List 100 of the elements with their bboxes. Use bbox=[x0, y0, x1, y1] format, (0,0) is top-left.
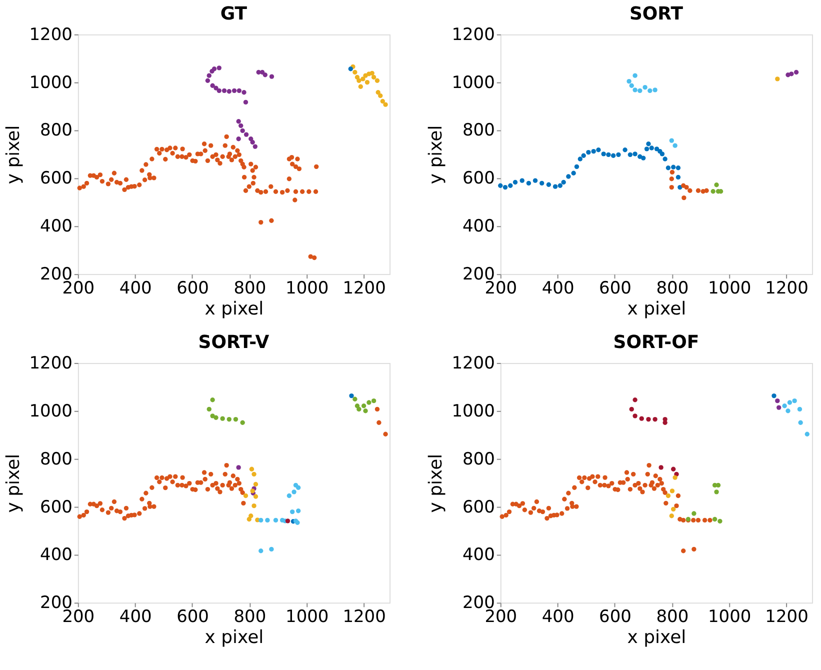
point bbox=[358, 84, 363, 89]
point bbox=[210, 398, 215, 402]
point bbox=[646, 142, 651, 146]
point bbox=[684, 184, 689, 190]
point bbox=[666, 166, 671, 170]
y-axis-title: y pixel bbox=[3, 454, 24, 513]
point bbox=[571, 170, 576, 176]
x-tick-label: 1000 bbox=[286, 278, 329, 299]
point bbox=[591, 148, 596, 154]
y-tick-label: 1200 bbox=[452, 353, 495, 374]
point bbox=[374, 78, 380, 83]
point bbox=[574, 164, 580, 170]
x-tick-label: 1000 bbox=[286, 607, 329, 628]
point bbox=[214, 415, 218, 420]
point bbox=[632, 88, 638, 92]
point bbox=[290, 509, 295, 514]
point bbox=[378, 93, 383, 98]
point bbox=[628, 152, 633, 158]
y-tick-label: 1000 bbox=[452, 401, 495, 422]
point bbox=[236, 465, 241, 470]
point bbox=[262, 72, 268, 78]
point bbox=[669, 176, 674, 182]
point bbox=[352, 70, 358, 75]
point bbox=[632, 398, 638, 402]
point bbox=[363, 408, 368, 414]
x-tick-label: 1000 bbox=[708, 607, 752, 628]
point bbox=[660, 152, 665, 156]
y-tick-label: 800 bbox=[40, 120, 72, 141]
point bbox=[638, 88, 642, 94]
chart-title: SORT bbox=[629, 3, 684, 24]
point bbox=[352, 396, 358, 402]
point bbox=[246, 516, 252, 522]
point bbox=[226, 416, 232, 422]
y-axis-title: y pixel bbox=[3, 125, 24, 184]
point bbox=[212, 66, 217, 72]
point bbox=[704, 188, 709, 193]
point bbox=[356, 406, 362, 412]
point bbox=[596, 148, 601, 152]
point bbox=[606, 152, 611, 158]
point bbox=[366, 400, 372, 405]
point bbox=[669, 514, 674, 518]
y-tick-label: 600 bbox=[40, 168, 72, 189]
point bbox=[671, 466, 676, 472]
x-tick-label: 800 bbox=[234, 278, 266, 299]
point bbox=[360, 76, 366, 82]
point bbox=[648, 88, 652, 94]
point bbox=[540, 180, 544, 186]
y-tick-label: 600 bbox=[462, 168, 495, 189]
point bbox=[696, 188, 701, 193]
point bbox=[561, 180, 566, 185]
point bbox=[260, 70, 265, 75]
point bbox=[772, 393, 776, 398]
point bbox=[383, 102, 388, 107]
point bbox=[220, 416, 225, 421]
point bbox=[672, 143, 678, 148]
point bbox=[214, 86, 218, 90]
x-tick-label: 400 bbox=[542, 607, 574, 628]
x-tick-label: 800 bbox=[656, 607, 689, 628]
point bbox=[640, 156, 646, 160]
point bbox=[566, 174, 571, 179]
point bbox=[206, 406, 212, 412]
point bbox=[652, 88, 658, 92]
point bbox=[787, 400, 792, 405]
x-tick-label: 1200 bbox=[765, 278, 808, 299]
y-tick-label: 800 bbox=[462, 449, 495, 470]
point bbox=[669, 138, 674, 143]
point bbox=[786, 408, 790, 414]
point bbox=[792, 398, 797, 404]
point bbox=[714, 490, 719, 494]
point bbox=[240, 420, 245, 425]
chart-title: SORT-OF bbox=[613, 332, 700, 353]
point bbox=[601, 152, 606, 156]
point bbox=[670, 488, 675, 494]
point bbox=[652, 416, 658, 422]
y-tick-label: 800 bbox=[462, 120, 495, 141]
point bbox=[233, 416, 238, 422]
y-tick-label: 400 bbox=[40, 545, 72, 566]
x-tick-label: 400 bbox=[119, 607, 152, 628]
point bbox=[797, 406, 802, 412]
point bbox=[364, 80, 370, 85]
point bbox=[286, 493, 292, 498]
point bbox=[710, 189, 716, 194]
point bbox=[249, 466, 254, 472]
point bbox=[244, 132, 249, 137]
point bbox=[688, 188, 692, 193]
point bbox=[508, 183, 513, 188]
point bbox=[670, 170, 675, 175]
point bbox=[222, 88, 227, 94]
point bbox=[546, 182, 552, 187]
point bbox=[676, 174, 681, 180]
x-tick-label: 600 bbox=[176, 278, 209, 299]
x-tick-label: 400 bbox=[119, 278, 152, 299]
point bbox=[632, 152, 638, 156]
point bbox=[672, 475, 678, 480]
point bbox=[512, 180, 518, 185]
point bbox=[240, 128, 245, 134]
point bbox=[632, 414, 638, 418]
point bbox=[269, 74, 274, 79]
point bbox=[669, 184, 674, 190]
point bbox=[632, 73, 638, 78]
